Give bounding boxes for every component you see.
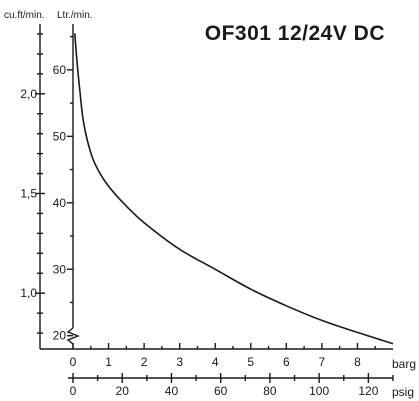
bar-unit-label: barg [392,357,416,371]
bar-tick-label: 5 [247,355,254,369]
cfm-tick-label: 2,0 [20,87,37,101]
bar-tick-label: 1 [105,355,112,369]
psig-tick-label: 100 [309,384,329,398]
bar-tick-label: 7 [319,355,326,369]
bar-tick-label: 2 [141,355,148,369]
psig-tick-label: 60 [214,384,228,398]
lpm-tick-label: 20 [53,329,67,343]
cfm-tick-label: 1,0 [20,286,37,300]
bar-tick-label: 3 [176,355,183,369]
chart-title: OF301 12/24V DC [205,22,385,45]
lpm-tick-label: 40 [53,196,67,210]
flow-curve-line [74,33,394,345]
psig-tick-label: 40 [165,384,179,398]
lpm-tick-label: 30 [53,262,67,276]
lpm-unit-label: Ltr./min. [57,10,93,21]
psig-tick-label: 0 [70,384,77,398]
psig-tick-label: 20 [116,384,130,398]
bar-tick-label: 0 [70,355,77,369]
bar-tick-label: 6 [283,355,290,369]
psig-unit-label: psig [392,385,414,399]
bar-tick-label: 4 [212,355,219,369]
psig-tick-label: 80 [263,384,277,398]
cfm-unit-label: cu.ft/min. [4,10,45,21]
bar-tick-label: 8 [354,355,361,369]
cfm-tick-label: 1,5 [20,186,37,200]
psig-tick-label: 120 [358,384,378,398]
lpm-tick-label: 50 [53,129,67,143]
curve-layer [74,33,394,345]
lpm-tick-label: 60 [53,63,67,77]
